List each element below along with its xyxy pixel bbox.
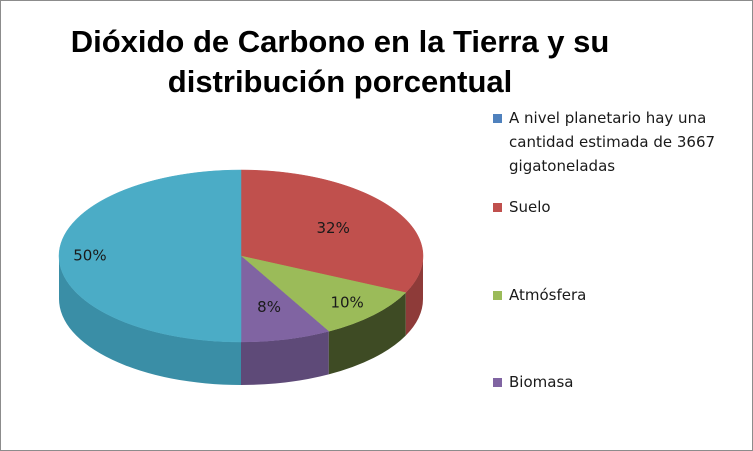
legend-swatch-planetario bbox=[493, 114, 502, 123]
legend-label-biomasa: Biomasa bbox=[509, 373, 574, 391]
legend-label-planetario: A nivel planetario hay una cantidad esti… bbox=[509, 109, 716, 175]
pie-slice-slice bbox=[58, 169, 242, 343]
data-label-atm-sfera: 10% bbox=[330, 294, 363, 312]
pie-side-suelo bbox=[405, 256, 423, 336]
data-label-suelo: 32% bbox=[317, 219, 350, 237]
legend-swatch-atmosfera bbox=[493, 291, 502, 300]
legend-swatch-biomasa bbox=[493, 378, 502, 387]
pie-slice-suelo bbox=[240, 169, 424, 293]
pie-side-biomasa bbox=[241, 331, 329, 385]
data-label-slice: 50% bbox=[73, 247, 106, 265]
chart-title: Dióxido de Carbono en la Tierra y su dis… bbox=[70, 24, 610, 99]
pie-slice-atm-sfera bbox=[240, 255, 407, 332]
pie-side-atm-sfera bbox=[328, 292, 406, 375]
legend-swatch-suelo bbox=[493, 203, 502, 212]
data-label-biomasa: 8% bbox=[257, 298, 281, 316]
pie-side-slice bbox=[59, 256, 241, 385]
legend-label-suelo: Suelo bbox=[509, 198, 551, 216]
pie-slice-biomasa bbox=[240, 255, 330, 343]
legend-label-atmosfera: Atmósfera bbox=[509, 286, 587, 304]
